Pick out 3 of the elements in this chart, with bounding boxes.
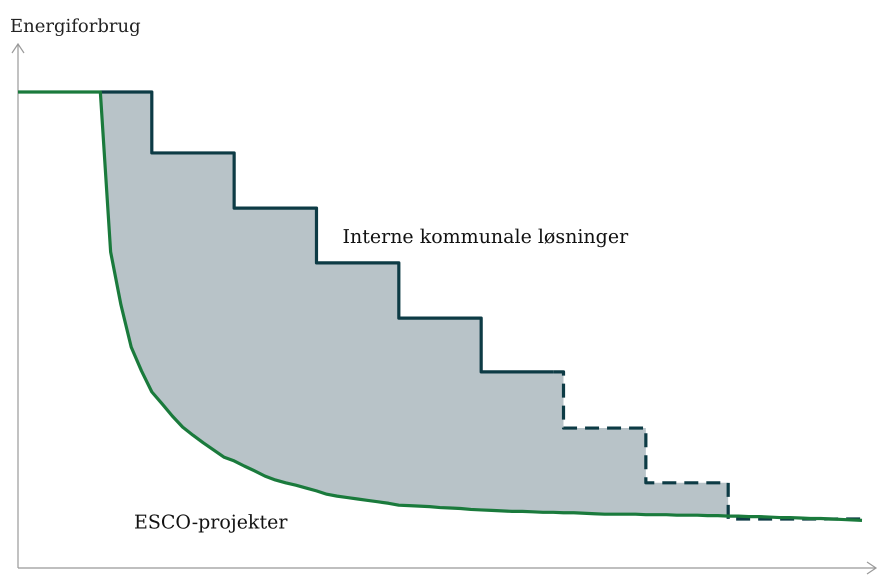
series-label: Interne kommunale løsninger [342, 226, 630, 248]
y-axis-title: Energiforbrug [10, 16, 141, 37]
series-label: ESCO-projekter [134, 511, 288, 534]
